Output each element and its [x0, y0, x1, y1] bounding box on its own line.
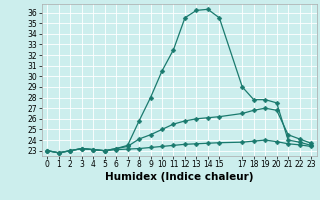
X-axis label: Humidex (Indice chaleur): Humidex (Indice chaleur): [105, 172, 253, 182]
